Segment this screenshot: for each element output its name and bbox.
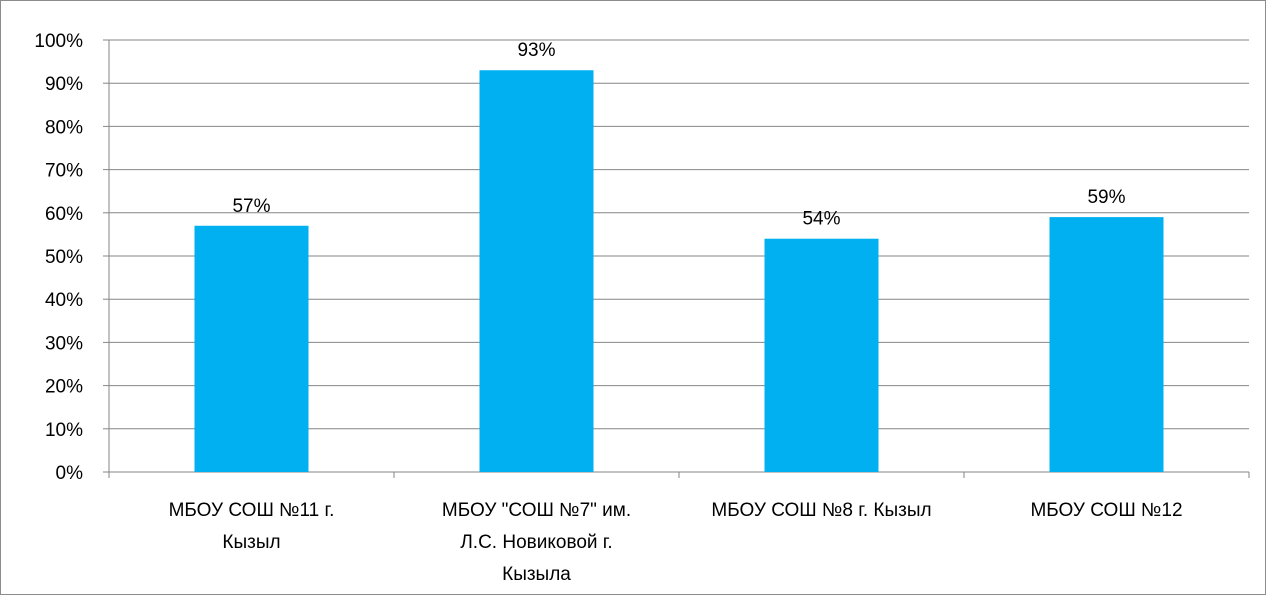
bar: [764, 238, 879, 472]
y-tick-label: 20%: [45, 377, 83, 398]
y-tick-label: 30%: [45, 333, 83, 354]
data-label: 93%: [517, 40, 555, 61]
y-tick-label: 90%: [45, 74, 83, 95]
bars: [194, 70, 1164, 473]
bar: [479, 70, 594, 473]
data-label: 59%: [1087, 187, 1125, 208]
data-label: 57%: [232, 196, 270, 217]
x-category-label: Кызыл: [222, 532, 280, 553]
x-category-label: МБОУ "СОШ №7" им.: [442, 500, 631, 521]
x-category-label: Кызыла: [502, 564, 571, 585]
x-category-label: МБОУ СОШ №11 г.: [169, 500, 335, 521]
y-tick-label: 60%: [45, 204, 83, 225]
x-category-labels: МБОУ СОШ №11 г. Кызыл МБОУ "СОШ №7" им. Л.С…: [169, 500, 1183, 585]
y-tick-label: 70%: [45, 161, 83, 182]
y-tick-labels: 0% 10% 20% 30% 40% 50% 60% 70% 80% 90% 100%: [34, 31, 83, 484]
y-tick-label: 0%: [56, 463, 84, 484]
bar: [194, 225, 309, 472]
bar: [1049, 217, 1164, 472]
y-tick-label: 80%: [45, 117, 83, 138]
data-label: 54%: [802, 209, 840, 230]
y-tick-label: 100%: [34, 31, 83, 52]
y-tick-label: 10%: [45, 420, 83, 441]
y-tick-label: 40%: [45, 290, 83, 311]
y-tick-label: 50%: [45, 247, 83, 268]
x-category-label: МБОУ СОШ №8 г. Кызыл: [711, 500, 931, 521]
data-labels: 57% 93% 54% 59%: [232, 40, 1125, 229]
x-category-label: МБОУ СОШ №12: [1030, 500, 1182, 521]
x-category-label: Л.С. Новиковой г.: [460, 532, 612, 553]
